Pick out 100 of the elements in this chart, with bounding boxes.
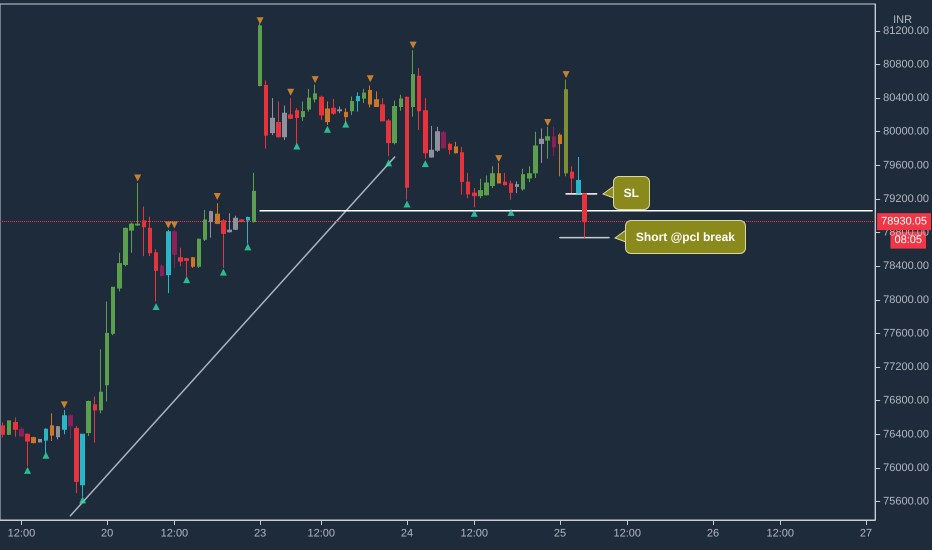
candlestick [93, 396, 97, 444]
point [385, 159, 392, 166]
x-tick-label: 12:00 [308, 528, 336, 540]
point [220, 268, 227, 276]
x-tick-label: 26 [706, 528, 720, 540]
candlestick [252, 172, 256, 223]
candlestick [282, 105, 287, 141]
point [170, 222, 178, 229]
candlestick [301, 100, 305, 122]
y-tick-label: 78400.00 [883, 260, 930, 272]
point [152, 303, 160, 310]
point [342, 120, 350, 128]
candlestick [374, 90, 379, 108]
x-tick-label: 12:00 [614, 528, 642, 540]
y-tick-label: 79600.00 [883, 159, 930, 172]
candlestick [13, 416, 18, 438]
candlestick [233, 215, 238, 231]
candlestick [50, 412, 54, 442]
candlestick [497, 162, 501, 184]
point [256, 17, 264, 24]
candlestick [515, 180, 519, 194]
candlestick [7, 420, 11, 436]
candlestick [105, 301, 109, 402]
candlestick [533, 131, 538, 178]
candlestick [276, 100, 281, 138]
candlestick [99, 348, 103, 414]
candlestick [558, 132, 562, 177]
x-tick-label: 23 [254, 528, 266, 540]
candlestick [448, 142, 452, 155]
candlestick [466, 172, 470, 199]
point [507, 208, 514, 216]
candlestick [368, 85, 372, 108]
y-tick-label: 80800.00 [883, 58, 930, 71]
candlestick [172, 230, 177, 268]
point [366, 75, 374, 82]
y-axis-title: INR [893, 14, 912, 26]
point [42, 452, 50, 459]
y-tick-label: 78000.00 [883, 294, 930, 306]
candlestick [441, 130, 446, 150]
point [24, 466, 32, 474]
candlestick [417, 67, 421, 131]
point [183, 276, 190, 284]
y-tick-label: 75600.00 [883, 496, 930, 508]
candlestick [154, 248, 158, 302]
x-tick-label: 12:00 [766, 528, 794, 540]
candlestick [288, 98, 293, 120]
candlestick [527, 166, 532, 183]
point [422, 160, 429, 168]
candlestick [503, 172, 507, 186]
point [312, 76, 319, 84]
x-tick-label: 12:00 [160, 528, 188, 540]
candlestick [325, 100, 330, 126]
candlestick [460, 146, 464, 196]
y-tick-label: 76000.00 [883, 462, 930, 474]
candlestick [86, 400, 91, 436]
candlestick [405, 96, 409, 200]
point [214, 192, 221, 200]
point [470, 210, 478, 217]
candlestick [1, 422, 5, 438]
candlestick [356, 92, 360, 112]
x-tick-label: 20 [100, 528, 114, 540]
candlestick [166, 230, 171, 294]
x-tick-label: 12:00 [8, 528, 36, 540]
candlestick [160, 264, 164, 277]
candlestick [319, 95, 324, 120]
candlestick [399, 94, 403, 112]
candlestick [68, 414, 73, 439]
annotation: Short @pcl break [624, 220, 746, 254]
candlestick [227, 212, 232, 234]
candlestick [209, 210, 213, 238]
candlestick [454, 141, 458, 154]
point [287, 88, 294, 96]
candlestick [509, 180, 513, 200]
annotation: SL [612, 176, 650, 210]
candlestick [313, 84, 317, 103]
point [410, 42, 417, 49]
point [544, 118, 552, 126]
candlestick [337, 106, 342, 114]
candlestick [264, 80, 268, 150]
point [79, 496, 86, 504]
candlestick [423, 98, 428, 160]
point [134, 174, 142, 182]
candlestick [197, 238, 201, 268]
y-tick-label: 76400.00 [883, 428, 930, 440]
y-tick-label: 80000.00 [883, 126, 930, 138]
point [324, 126, 331, 133]
x-tick-label: 27 [860, 528, 872, 540]
y-tick-label: 77600.00 [883, 327, 930, 340]
point [495, 155, 502, 162]
candlestick [191, 256, 195, 268]
candlestick [564, 79, 568, 177]
candlestick [25, 432, 30, 467]
x-tick-label: 25 [554, 528, 566, 540]
y-tick-label: 81200.00 [883, 24, 930, 37]
candlestick [521, 168, 525, 192]
candlestick [576, 156, 581, 194]
candlestick [411, 50, 415, 118]
candlestick [74, 425, 79, 494]
candlestick [270, 98, 275, 136]
candlestick [392, 100, 397, 145]
